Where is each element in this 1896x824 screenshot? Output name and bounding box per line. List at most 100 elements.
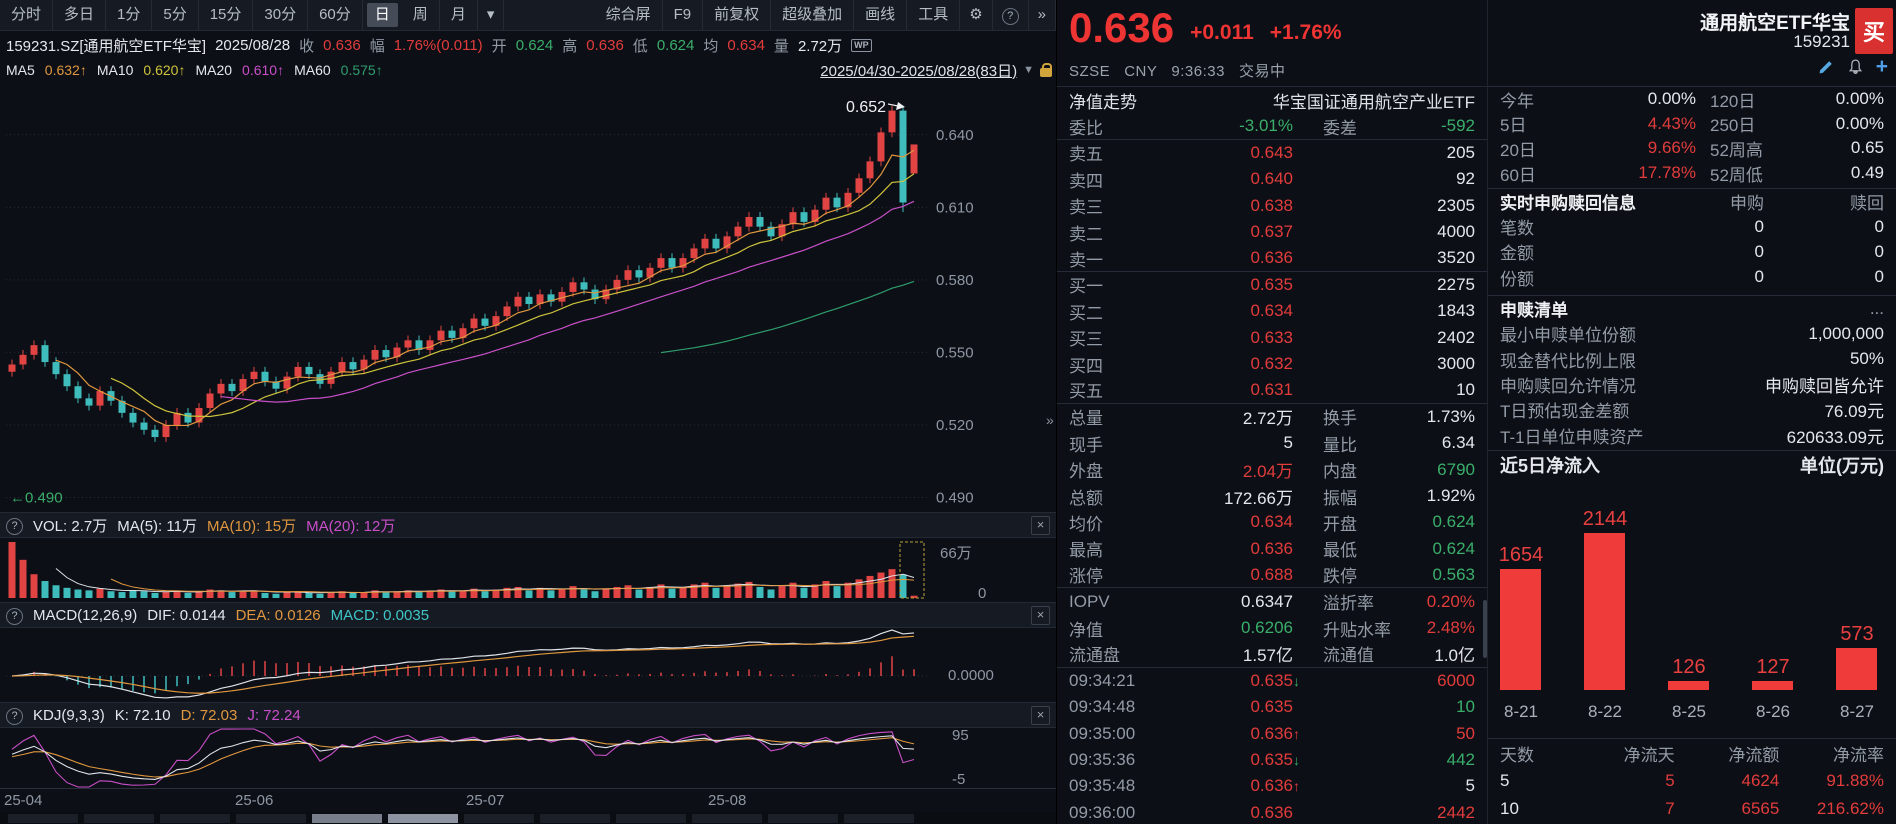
- ask-price[interactable]: 0.636: [1250, 248, 1293, 268]
- bid-row[interactable]: 买五 0.631 10: [1057, 377, 1487, 404]
- info-seg-4: 幅: [369, 37, 385, 55]
- last-price-block: 0.636 +0.011 +1.76%: [1069, 6, 1342, 50]
- period-tab-月[interactable]: 月: [440, 0, 478, 30]
- stat-row-7: IOPV 0.6347 溢折率 0.20%: [1069, 591, 1475, 614]
- bid-row[interactable]: 买四 0.632 3000: [1069, 354, 1475, 376]
- taskbar-cell-10[interactable]: [768, 814, 838, 823]
- tool-F9[interactable]: F9: [663, 0, 704, 30]
- taskbar-cell-8[interactable]: [616, 814, 686, 823]
- taskbar-cell-6[interactable]: [464, 814, 534, 823]
- more-ellipsis-icon[interactable]: ...: [1869, 298, 1884, 318]
- kdj-seg-0: KDJ(9,3,3): [33, 706, 105, 724]
- svg-text:←0.490: ←0.490: [10, 489, 63, 506]
- date-range-label[interactable]: 2025/04/30-2025/08/28(83日): [820, 62, 1018, 80]
- taskbar-cell-11[interactable]: [844, 814, 914, 823]
- edit-pencil-icon[interactable]: [1818, 58, 1835, 75]
- svg-text:0.652: 0.652: [846, 99, 886, 116]
- weicha-value: -592: [1440, 116, 1475, 136]
- bid-price[interactable]: 0.631: [1250, 379, 1293, 399]
- period-tab-周[interactable]: 周: [402, 0, 440, 30]
- x-label-25-08: 25-08: [708, 792, 747, 809]
- tool-工具[interactable]: 工具: [907, 0, 961, 30]
- bid-row[interactable]: 买二 0.634 1843: [1069, 301, 1475, 323]
- svg-text:0.490: 0.490: [936, 489, 974, 506]
- period-tab-5分[interactable]: 5分: [152, 0, 199, 30]
- taskbar-cell-3[interactable]: [236, 814, 306, 823]
- flow-summary-table: 天数 净流天 净流额 净流率 5 5 4624 91.88% 10 7 6565 216.62%: [1488, 738, 1896, 823]
- bell-icon[interactable]: [1847, 58, 1864, 75]
- price-change: +0.011: [1190, 21, 1254, 44]
- help-icon[interactable]: ?: [6, 516, 23, 535]
- ask-price[interactable]: 0.638: [1250, 195, 1293, 215]
- ask-price[interactable]: 0.643: [1250, 142, 1293, 162]
- nav-label[interactable]: 净值走势: [1069, 92, 1137, 112]
- help-icon-wrap[interactable]: ?: [993, 0, 1029, 30]
- trading-status: 交易中: [1238, 63, 1286, 80]
- shenshu-row-3: T日预估现金差额 76.09元: [1500, 402, 1884, 422]
- period-more-caret-icon[interactable]: ▾: [478, 0, 505, 30]
- tool-画线[interactable]: 画线: [854, 0, 908, 30]
- period-tab-日[interactable]: 日: [366, 3, 398, 27]
- bid-qty: 2402: [1437, 327, 1475, 347]
- stat-row-6: 涨停 0.688 跌停 0.563: [1057, 562, 1487, 589]
- help-icon[interactable]: ?: [6, 606, 23, 625]
- macd-close-icon[interactable]: ×: [1031, 605, 1050, 625]
- inflow-value-8-27: 573: [1840, 623, 1874, 646]
- add-plus-icon[interactable]: +: [1875, 54, 1888, 78]
- flow-table-row-1: 10 7 6565 216.62%: [1500, 799, 1885, 818]
- bid-row[interactable]: 买三 0.633 2402: [1069, 327, 1475, 350]
- period-tab-分时[interactable]: 分时: [0, 0, 54, 30]
- shenshu-row-2: 申购赎回允许情况 申购赎回皆允许: [1500, 376, 1884, 396]
- chevron-down-icon[interactable]: ▼: [1023, 64, 1034, 76]
- tick-row-4: 09:35:48 0.636 ↑ 5: [1057, 773, 1487, 799]
- period-tab-多日[interactable]: 多日: [53, 0, 107, 30]
- info-seg-11: 0.624: [656, 36, 695, 54]
- ask-row[interactable]: 卖四 0.640 92: [1069, 169, 1475, 191]
- period-tab-30分[interactable]: 30分: [253, 0, 309, 30]
- period-tab-60分[interactable]: 60分: [308, 0, 363, 30]
- quote-pane: 0.636 +0.011 +1.76% SZSE CNY 9:36:33 交易中…: [1057, 0, 1488, 824]
- taskbar-cell-2[interactable]: [160, 814, 230, 823]
- ask-price[interactable]: 0.637: [1250, 222, 1293, 242]
- ask-qty: 3520: [1437, 248, 1475, 268]
- main-chart-svg[interactable]: 0.640 0.610 0.580 0.550 0.520 0.490 0.652 ←0.49…: [0, 0, 1056, 824]
- bid-price[interactable]: 0.635: [1250, 274, 1293, 294]
- ask-row[interactable]: 卖一 0.636 3520: [1057, 245, 1487, 272]
- chart-pane[interactable]: 分时 多日 1分 5分 15分 30分 60分日周月 ▾ 综合屏 F9 前复权 超级叠加 画线 工具 ⚙?»…: [0, 0, 1057, 824]
- scrollbar-thumb[interactable]: [1483, 600, 1487, 658]
- ask-row[interactable]: 卖二 0.637 4000: [1069, 222, 1475, 244]
- bottom-taskbar-strip[interactable]: [0, 812, 1056, 824]
- panel-expander-handle[interactable]: »: [1046, 412, 1054, 428]
- taskbar-cell-0[interactable]: [8, 814, 78, 823]
- taskbar-cell-9[interactable]: [692, 814, 762, 823]
- taskbar-cell-1[interactable]: [84, 814, 154, 823]
- bid-row[interactable]: 买一 0.635 2275: [1069, 274, 1475, 297]
- period-tab-1分[interactable]: 1分: [106, 0, 153, 30]
- svg-text:0.550: 0.550: [936, 344, 974, 361]
- bid-qty: 2275: [1437, 274, 1475, 294]
- ask-row[interactable]: 卖三 0.638 2305: [1069, 195, 1475, 218]
- date-range-selector[interactable]: 2025/04/30-2025/08/28(83日) ▼: [820, 60, 1052, 81]
- collapse-toolbar-icon[interactable]: »: [1029, 0, 1056, 30]
- lock-icon[interactable]: [1040, 62, 1052, 77]
- help-icon[interactable]: ?: [6, 706, 23, 725]
- gear-icon[interactable]: ⚙: [960, 0, 993, 30]
- bid-price[interactable]: 0.632: [1250, 354, 1293, 374]
- tool-综合屏[interactable]: 综合屏: [595, 0, 663, 30]
- taskbar-cell-7[interactable]: [540, 814, 610, 823]
- stat-row-3: 总额 172.66万 振幅 1.92%: [1069, 486, 1475, 508]
- tool-超级叠加[interactable]: 超级叠加: [771, 0, 855, 30]
- ask-row[interactable]: 卖五 0.643 205: [1069, 142, 1475, 165]
- bid-price[interactable]: 0.633: [1250, 327, 1293, 347]
- taskbar-cell-4[interactable]: [312, 814, 382, 823]
- vol-close-icon[interactable]: ×: [1031, 515, 1050, 535]
- period-tab-15分[interactable]: 15分: [199, 0, 254, 30]
- buy-button[interactable]: 买: [1855, 8, 1893, 54]
- tool-前复权[interactable]: 前复权: [703, 0, 772, 30]
- tick-qty: 6000: [1437, 670, 1475, 690]
- last-price: 0.636: [1069, 4, 1175, 51]
- bid-price[interactable]: 0.634: [1250, 301, 1293, 321]
- kdj-close-icon[interactable]: ×: [1031, 705, 1050, 725]
- ask-price[interactable]: 0.640: [1250, 169, 1293, 189]
- taskbar-cell-5[interactable]: [388, 814, 458, 823]
